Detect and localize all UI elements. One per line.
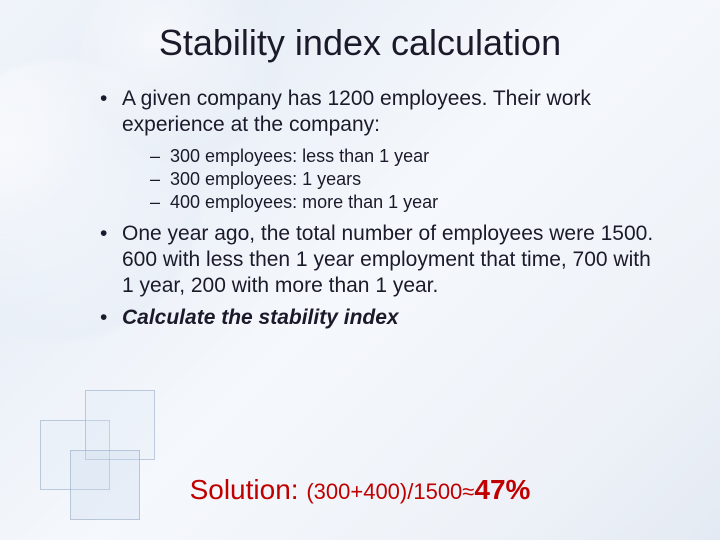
- sub-bullet-2: 300 employees: 1 years: [150, 168, 660, 191]
- solution-label: Solution:: [190, 474, 307, 505]
- bullet-1: A given company has 1200 employees. Thei…: [100, 86, 660, 215]
- bullet-list: A given company has 1200 employees. Thei…: [60, 86, 660, 332]
- slide-title: Stability index calculation: [60, 22, 660, 64]
- sub-bullet-list: 300 employees: less than 1 year 300 empl…: [122, 145, 660, 215]
- bullet-2: One year ago, the total number of employ…: [100, 221, 660, 300]
- solution-open-paren: (: [306, 479, 313, 504]
- solution-expr: 300+400)/1500≈: [314, 479, 475, 504]
- solution-line: Solution: (300+400)/1500≈47%: [0, 474, 720, 506]
- sub-bullet-1: 300 employees: less than 1 year: [150, 145, 660, 168]
- bullet-3-text: Calculate the stability index: [122, 306, 399, 329]
- slide-content: Stability index calculation A given comp…: [0, 0, 720, 332]
- solution-pct: 47%: [474, 474, 530, 505]
- bullet-1-text: A given company has 1200 employees. Thei…: [122, 87, 591, 136]
- sub-bullet-3: 400 employees: more than 1 year: [150, 191, 660, 214]
- bullet-3: Calculate the stability index: [100, 305, 660, 331]
